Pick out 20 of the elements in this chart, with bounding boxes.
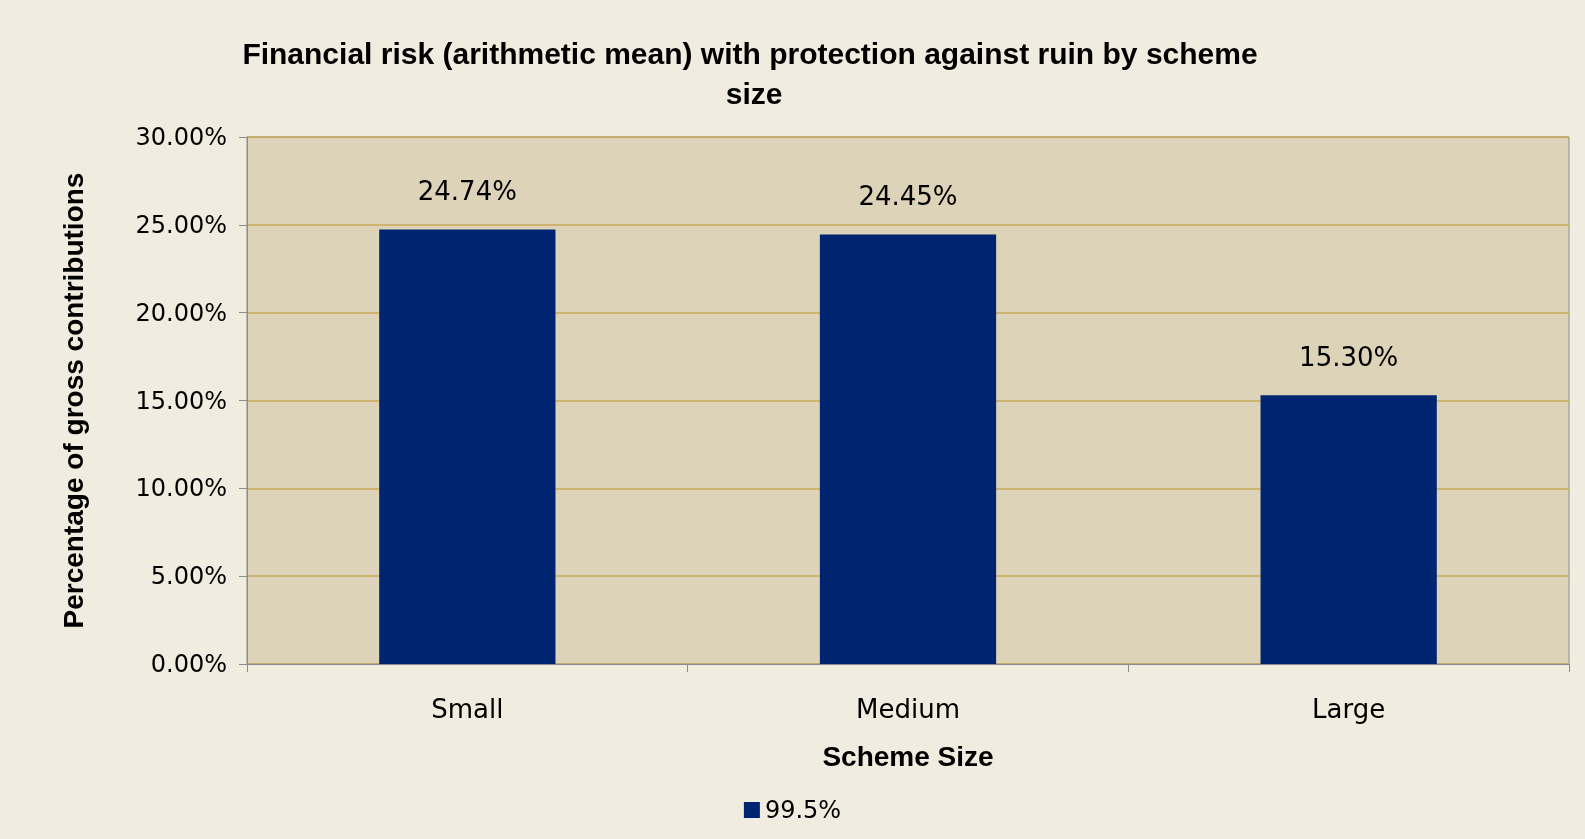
chart-title: Financial risk (arithmetic mean) with protection against ruin by scheme size bbox=[242, 36, 1258, 110]
data-label: 15.30% bbox=[1299, 342, 1399, 373]
y-tick-label: 5.00% bbox=[150, 562, 227, 591]
bar bbox=[819, 234, 997, 664]
y-axis-title: Percentage of gross contributions bbox=[57, 172, 89, 629]
y-tick-label: 20.00% bbox=[135, 298, 227, 327]
y-tick-label: 30.00% bbox=[135, 123, 227, 151]
y-tick-label: 10.00% bbox=[135, 474, 227, 503]
x-tick-label: Large bbox=[1312, 694, 1386, 724]
y-tick-label: 25.00% bbox=[135, 210, 227, 239]
x-tick-label: Small bbox=[431, 694, 504, 724]
y-tick-label: 15.00% bbox=[135, 386, 227, 415]
x-tick-label: Medium bbox=[856, 694, 960, 724]
data-label: 24.74% bbox=[417, 176, 517, 207]
x-axis-title: Scheme Size bbox=[822, 740, 994, 772]
legend-label: 99.5% bbox=[764, 796, 842, 824]
y-tick-label: 0.00% bbox=[150, 650, 227, 678]
bar bbox=[1260, 395, 1437, 664]
data-label: 24.45% bbox=[858, 181, 958, 212]
bar bbox=[379, 229, 556, 664]
